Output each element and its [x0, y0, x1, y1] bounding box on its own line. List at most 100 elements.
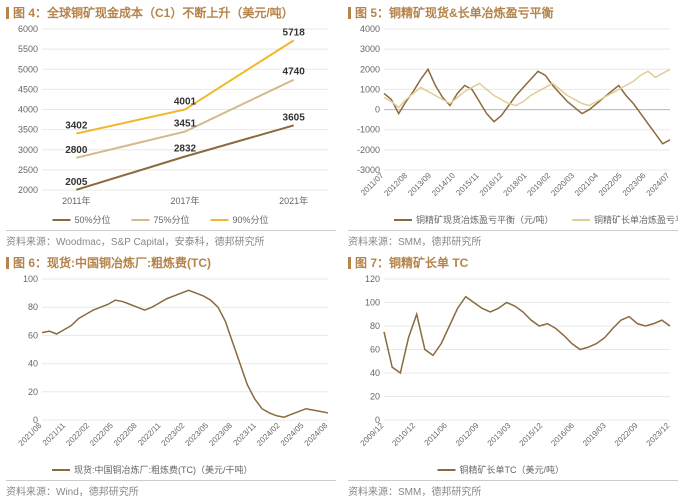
title-text: 图 6：现货:中国铜冶炼厂:粗炼费(TC): [13, 254, 211, 271]
svg-text:2021/11: 2021/11: [41, 421, 68, 448]
svg-text:2013/09: 2013/09: [406, 171, 433, 198]
svg-text:5500: 5500: [18, 44, 38, 54]
chart-grid: 图 4：全球铜矿现金成本（C1）不断上升（美元/吨） 2000 2500 3000 3…: [0, 0, 684, 500]
svg-text:40: 40: [28, 359, 38, 369]
title-swatch: [6, 7, 9, 19]
svg-text:2023/11: 2023/11: [232, 421, 259, 448]
svg-text:120: 120: [365, 274, 380, 284]
panel-title: 图 6：现货:中国铜冶炼厂:粗炼费(TC): [6, 254, 336, 273]
source-text: 资料来源：Wind，德邦研究所: [6, 480, 336, 498]
svg-text:2011/06: 2011/06: [423, 421, 450, 448]
svg-text:2005: 2005: [65, 177, 88, 188]
panel-7: 图 7：铜精矿长单 TC 0204060801001202009/122010/…: [342, 250, 684, 500]
svg-text:2023/05: 2023/05: [183, 421, 210, 448]
svg-text:2017年: 2017年: [170, 195, 199, 206]
svg-text:100: 100: [365, 298, 380, 308]
svg-text:90%分位: 90%分位: [233, 214, 269, 225]
svg-text:4500: 4500: [18, 84, 38, 94]
svg-text:80: 80: [370, 321, 380, 331]
svg-text:2015/12: 2015/12: [517, 421, 544, 448]
title-text: 图 4：全球铜矿现金成本（C1）不断上升（美元/吨）: [13, 4, 294, 21]
svg-text:50%分位: 50%分位: [75, 214, 111, 225]
svg-text:2800: 2800: [65, 145, 88, 156]
svg-text:2023/12: 2023/12: [645, 421, 672, 448]
panel-title: 图 5：铜精矿现货&长单冶炼盈亏平衡: [348, 4, 678, 23]
svg-text:2009/12: 2009/12: [359, 421, 386, 448]
svg-text:2016/12: 2016/12: [478, 171, 505, 198]
svg-text:20: 20: [370, 392, 380, 402]
panel-title: 图 7：铜精矿长单 TC: [348, 254, 678, 273]
panel-title: 图 4：全球铜矿现金成本（C1）不断上升（美元/吨）: [6, 4, 336, 23]
svg-text:2021/04: 2021/04: [573, 171, 600, 198]
svg-text:2019/02: 2019/02: [525, 171, 552, 198]
title-text: 图 7：铜精矿长单 TC: [355, 254, 468, 271]
svg-text:铜精矿长单冶炼盈亏平衡（元/吨）: 铜精矿长单冶炼盈亏平衡（元/吨）: [594, 214, 678, 225]
chart-4: 2000 2500 3000 3500 4000 4500 5000 5500 6000 2011…: [6, 23, 336, 230]
svg-text:2022/08: 2022/08: [112, 421, 139, 448]
svg-text:铜精矿现货冶炼盈亏平衡（元/吨）: 铜精矿现货冶炼盈亏平衡（元/吨）: [416, 214, 554, 225]
svg-text:2000: 2000: [360, 64, 380, 74]
svg-text:2022/05: 2022/05: [597, 171, 624, 198]
svg-text:-2000: -2000: [357, 145, 380, 155]
svg-text:2010/12: 2010/12: [390, 421, 417, 448]
svg-text:1000: 1000: [360, 84, 380, 94]
svg-text:4000: 4000: [18, 105, 38, 115]
source-text: 资料来源：Woodmac，S&P Capital，安泰科，德邦研究所: [6, 230, 336, 248]
svg-text:75%分位: 75%分位: [154, 214, 190, 225]
svg-text:2024/07: 2024/07: [645, 171, 672, 198]
svg-text:2022/09: 2022/09: [613, 421, 640, 448]
title-swatch: [6, 257, 9, 269]
panel-6: 图 6：现货:中国铜冶炼厂:粗炼费(TC) 0204060801002021/0…: [0, 250, 342, 500]
svg-text:80: 80: [28, 302, 38, 312]
svg-text:3605: 3605: [283, 112, 306, 123]
svg-text:现货:中国铜冶炼厂:粗炼费(TC)（美元/干吨）: 现货:中国铜冶炼厂:粗炼费(TC)（美元/干吨）: [74, 464, 253, 475]
svg-text:40: 40: [370, 368, 380, 378]
svg-text:2832: 2832: [174, 144, 197, 155]
svg-text:2015/11: 2015/11: [454, 171, 481, 198]
svg-text:2012/09: 2012/09: [454, 421, 481, 448]
svg-text:2018/01: 2018/01: [502, 171, 529, 198]
svg-text:3500: 3500: [18, 125, 38, 135]
svg-text:6000: 6000: [18, 24, 38, 34]
svg-text:2022/11: 2022/11: [136, 421, 163, 448]
svg-text:2014/10: 2014/10: [430, 171, 457, 198]
svg-text:2011年: 2011年: [62, 195, 90, 206]
svg-text:3000: 3000: [18, 145, 38, 155]
svg-text:2020/03: 2020/03: [549, 171, 576, 198]
svg-text:100: 100: [23, 274, 38, 284]
svg-text:2023/08: 2023/08: [207, 421, 234, 448]
svg-text:2024/02: 2024/02: [255, 421, 282, 448]
source-text: 资料来源：SMM，德邦研究所: [348, 480, 678, 498]
svg-text:2024/08: 2024/08: [303, 421, 330, 448]
chart-7: 0204060801001202009/122010/122011/062012…: [348, 273, 678, 480]
svg-text:2000: 2000: [18, 185, 38, 195]
svg-text:5000: 5000: [18, 64, 38, 74]
svg-text:2021年: 2021年: [279, 195, 308, 206]
svg-text:2013/03: 2013/03: [486, 421, 513, 448]
svg-text:0: 0: [375, 105, 380, 115]
svg-text:2023/06: 2023/06: [621, 171, 648, 198]
svg-text:4001: 4001: [174, 96, 197, 107]
svg-text:60: 60: [370, 345, 380, 355]
title-swatch: [348, 7, 351, 19]
svg-text:2019/03: 2019/03: [581, 421, 608, 448]
svg-text:5718: 5718: [283, 27, 306, 38]
svg-text:3451: 3451: [174, 119, 197, 130]
svg-text:2500: 2500: [18, 165, 38, 175]
title-swatch: [348, 257, 351, 269]
svg-text:2022/02: 2022/02: [64, 421, 91, 448]
svg-text:3000: 3000: [360, 44, 380, 54]
svg-text:2016/06: 2016/06: [549, 421, 576, 448]
svg-text:4740: 4740: [283, 67, 306, 78]
chart-6: 0204060801002021/082021/112022/022022/05…: [6, 273, 336, 480]
svg-text:60: 60: [28, 330, 38, 340]
svg-text:4000: 4000: [360, 24, 380, 34]
svg-text:2012/08: 2012/08: [382, 171, 409, 198]
svg-text:-1000: -1000: [357, 125, 380, 135]
svg-text:2021/08: 2021/08: [17, 421, 44, 448]
source-text: 资料来源：SMM，德邦研究所: [348, 230, 678, 248]
svg-text:2024/05: 2024/05: [279, 421, 306, 448]
svg-text:20: 20: [28, 387, 38, 397]
svg-text:2022/05: 2022/05: [88, 421, 115, 448]
svg-text:2023/02: 2023/02: [160, 421, 187, 448]
